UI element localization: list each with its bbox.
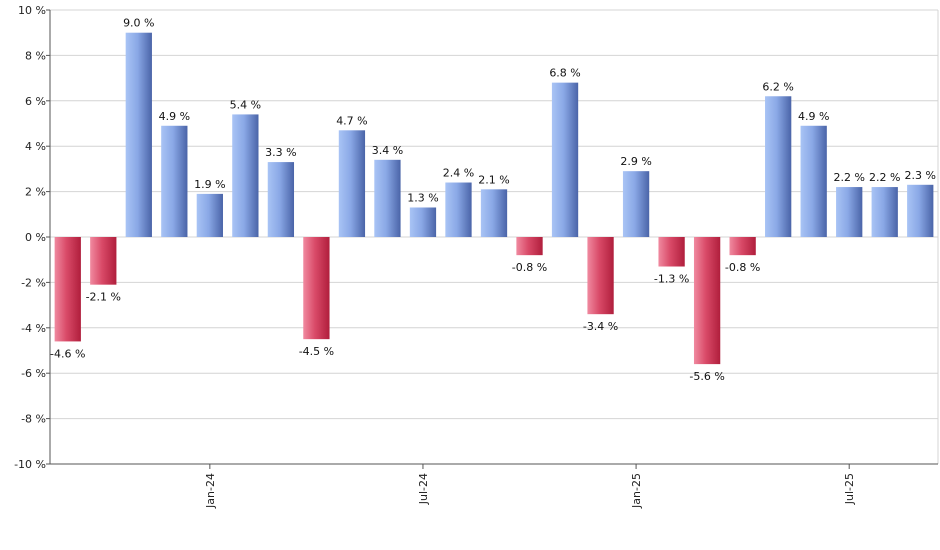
bar [90, 237, 117, 285]
data-label: 6.2 % [762, 80, 793, 93]
data-label: -3.4 % [583, 320, 618, 333]
x-tick-label: Jan-25 [630, 473, 643, 509]
data-label: -4.6 % [50, 347, 85, 360]
data-label: 1.3 % [407, 191, 438, 204]
y-tick-label: -10 % [14, 458, 46, 471]
data-label: 3.3 % [265, 146, 296, 159]
data-label: -0.8 % [512, 261, 547, 274]
x-tick-label: Jul-25 [843, 473, 856, 505]
x-tick-label: Jan-24 [204, 473, 217, 509]
y-tick-label: -8 % [21, 413, 46, 426]
data-label: -4.5 % [299, 345, 334, 358]
bar [658, 237, 685, 267]
data-label: -0.8 % [725, 261, 760, 274]
data-label: -2.1 % [86, 291, 121, 304]
data-label: 2.3 % [905, 169, 936, 182]
bar [907, 184, 934, 237]
data-label: 1.9 % [194, 178, 225, 191]
y-tick-label: 6 % [25, 95, 46, 108]
bar [836, 187, 863, 237]
data-label: 6.8 % [549, 67, 580, 80]
data-label: 2.2 % [869, 171, 900, 184]
y-tick-label: -6 % [21, 367, 46, 380]
x-tick-label: Jul-24 [417, 473, 430, 505]
y-tick-label: 0 % [25, 231, 46, 244]
data-label: 9.0 % [123, 17, 154, 30]
y-tick-label: -2 % [21, 276, 46, 289]
bar [587, 237, 614, 315]
data-label: -1.3 % [654, 273, 689, 286]
bar [800, 125, 827, 237]
data-label: 2.1 % [478, 173, 509, 186]
data-label: 2.9 % [620, 155, 651, 168]
bar [693, 237, 721, 365]
bar [54, 237, 81, 342]
data-label: 2.4 % [443, 167, 474, 180]
data-label: 4.9 % [159, 110, 190, 123]
y-tick-label: -4 % [21, 322, 46, 335]
y-tick-label: 8 % [25, 49, 46, 62]
bar [303, 237, 330, 340]
bars [54, 32, 934, 365]
axes [46, 9, 938, 469]
bar [125, 32, 152, 238]
data-label: 4.7 % [336, 114, 367, 127]
y-tick-label: 2 % [25, 186, 46, 199]
bar [729, 237, 756, 256]
y-tick-label: 10 % [18, 4, 46, 17]
y-tick-label: 4 % [25, 140, 46, 153]
data-label: 2.2 % [833, 171, 864, 184]
data-label: -5.6 % [689, 370, 724, 383]
bar [551, 82, 579, 237]
bar [161, 125, 188, 237]
data-label: 4.9 % [798, 110, 829, 123]
data-label: 3.4 % [372, 144, 403, 157]
bar [232, 114, 259, 237]
bar [871, 187, 898, 237]
bar [409, 207, 437, 237]
bar [267, 162, 295, 237]
bar [622, 171, 650, 237]
bar [445, 182, 472, 237]
bar [196, 193, 223, 237]
bar [516, 237, 543, 256]
labels: 10 % 8 % 6 % 4 % 2 % 0 % -2 % -4 % -6 % -8 % -10 %… [14, 4, 936, 509]
bar [480, 189, 508, 237]
bar [765, 96, 792, 237]
bar [338, 130, 366, 237]
bar [374, 159, 401, 237]
data-label: 5.4 % [230, 98, 261, 111]
